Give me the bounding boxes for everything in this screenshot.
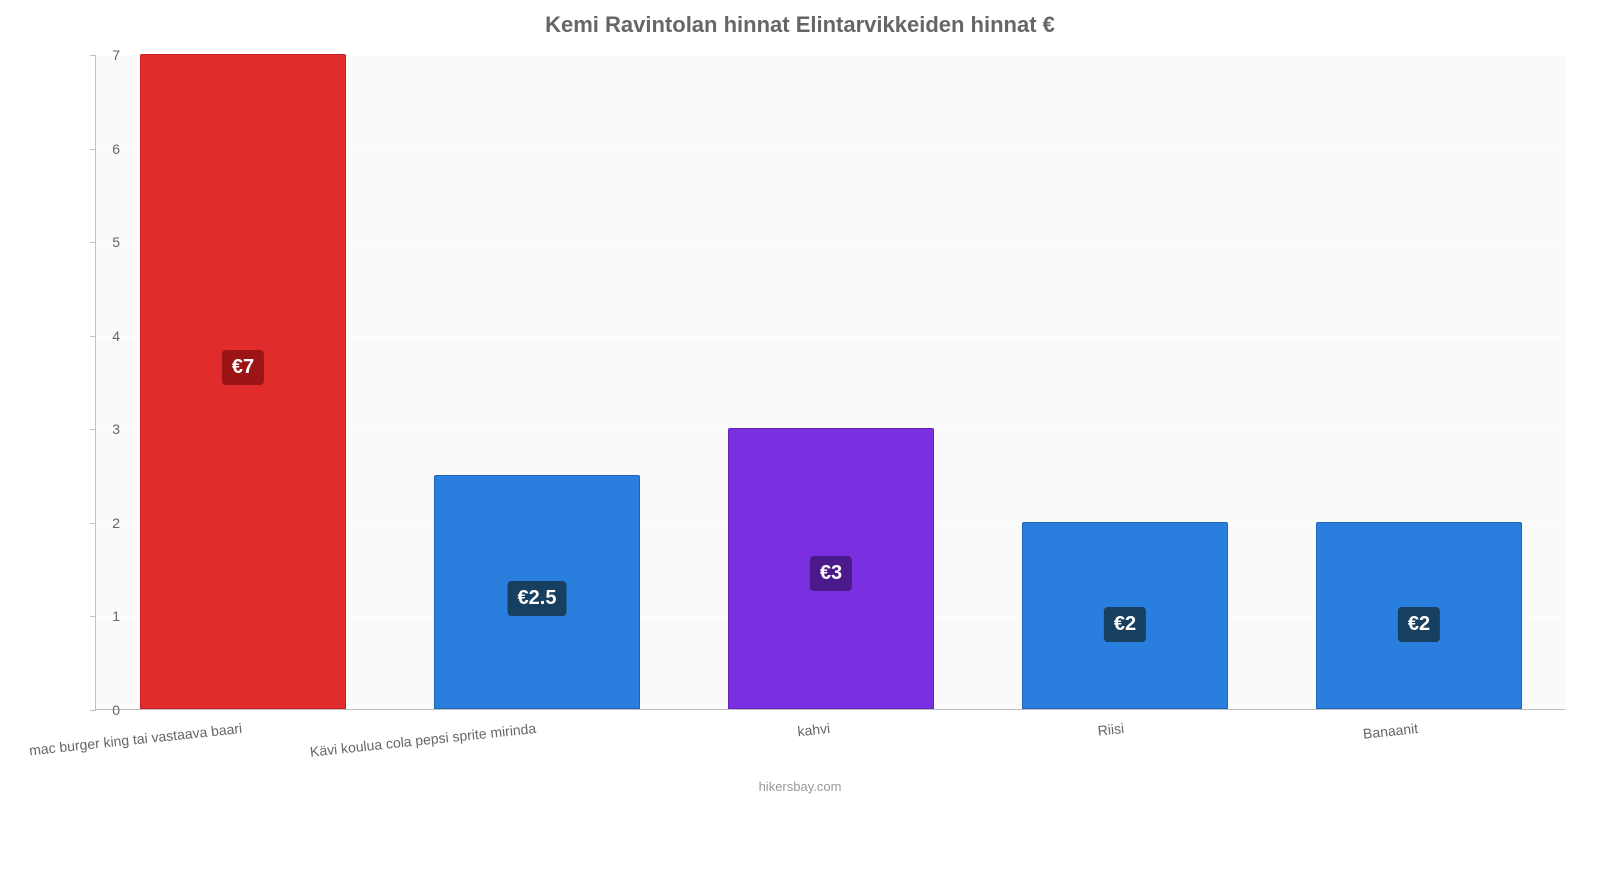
y-tick-label: 0 [80,702,120,718]
y-tick-label: 5 [80,234,120,250]
chart-title: Kemi Ravintolan hinnat Elintarvikkeiden … [0,12,1600,38]
bar-value-label: €2.5 [508,581,567,616]
y-tick-label: 1 [80,608,120,624]
y-tick-label: 3 [80,421,120,437]
y-tick-label: 7 [80,47,120,63]
price-bar-chart: Kemi Ravintolan hinnat Elintarvikkeiden … [0,0,1600,800]
bar-value-label: €7 [222,350,264,385]
plot-area: €7 €2.5 €3 €2 €2 [95,55,1565,710]
bar-value-label: €2 [1398,607,1440,642]
y-tick-label: 2 [80,515,120,531]
y-tick-label: 6 [80,141,120,157]
bar-value-label: €2 [1104,607,1146,642]
bar-value-label: €3 [810,556,852,591]
y-tick-label: 4 [80,328,120,344]
